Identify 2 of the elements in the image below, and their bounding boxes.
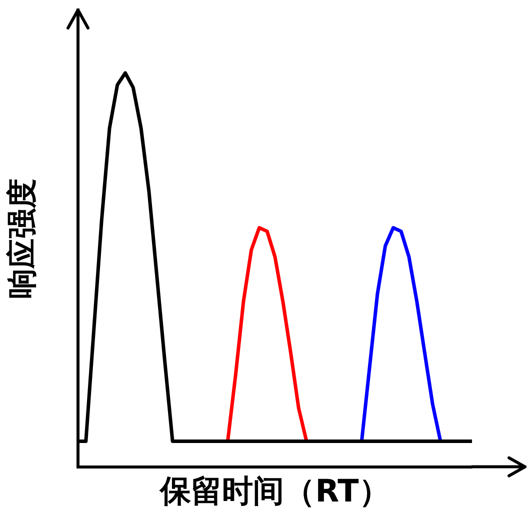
- x-axis-title: 保留时间（RT）: [159, 473, 390, 510]
- y-axis-title: 响应强度: [4, 178, 40, 298]
